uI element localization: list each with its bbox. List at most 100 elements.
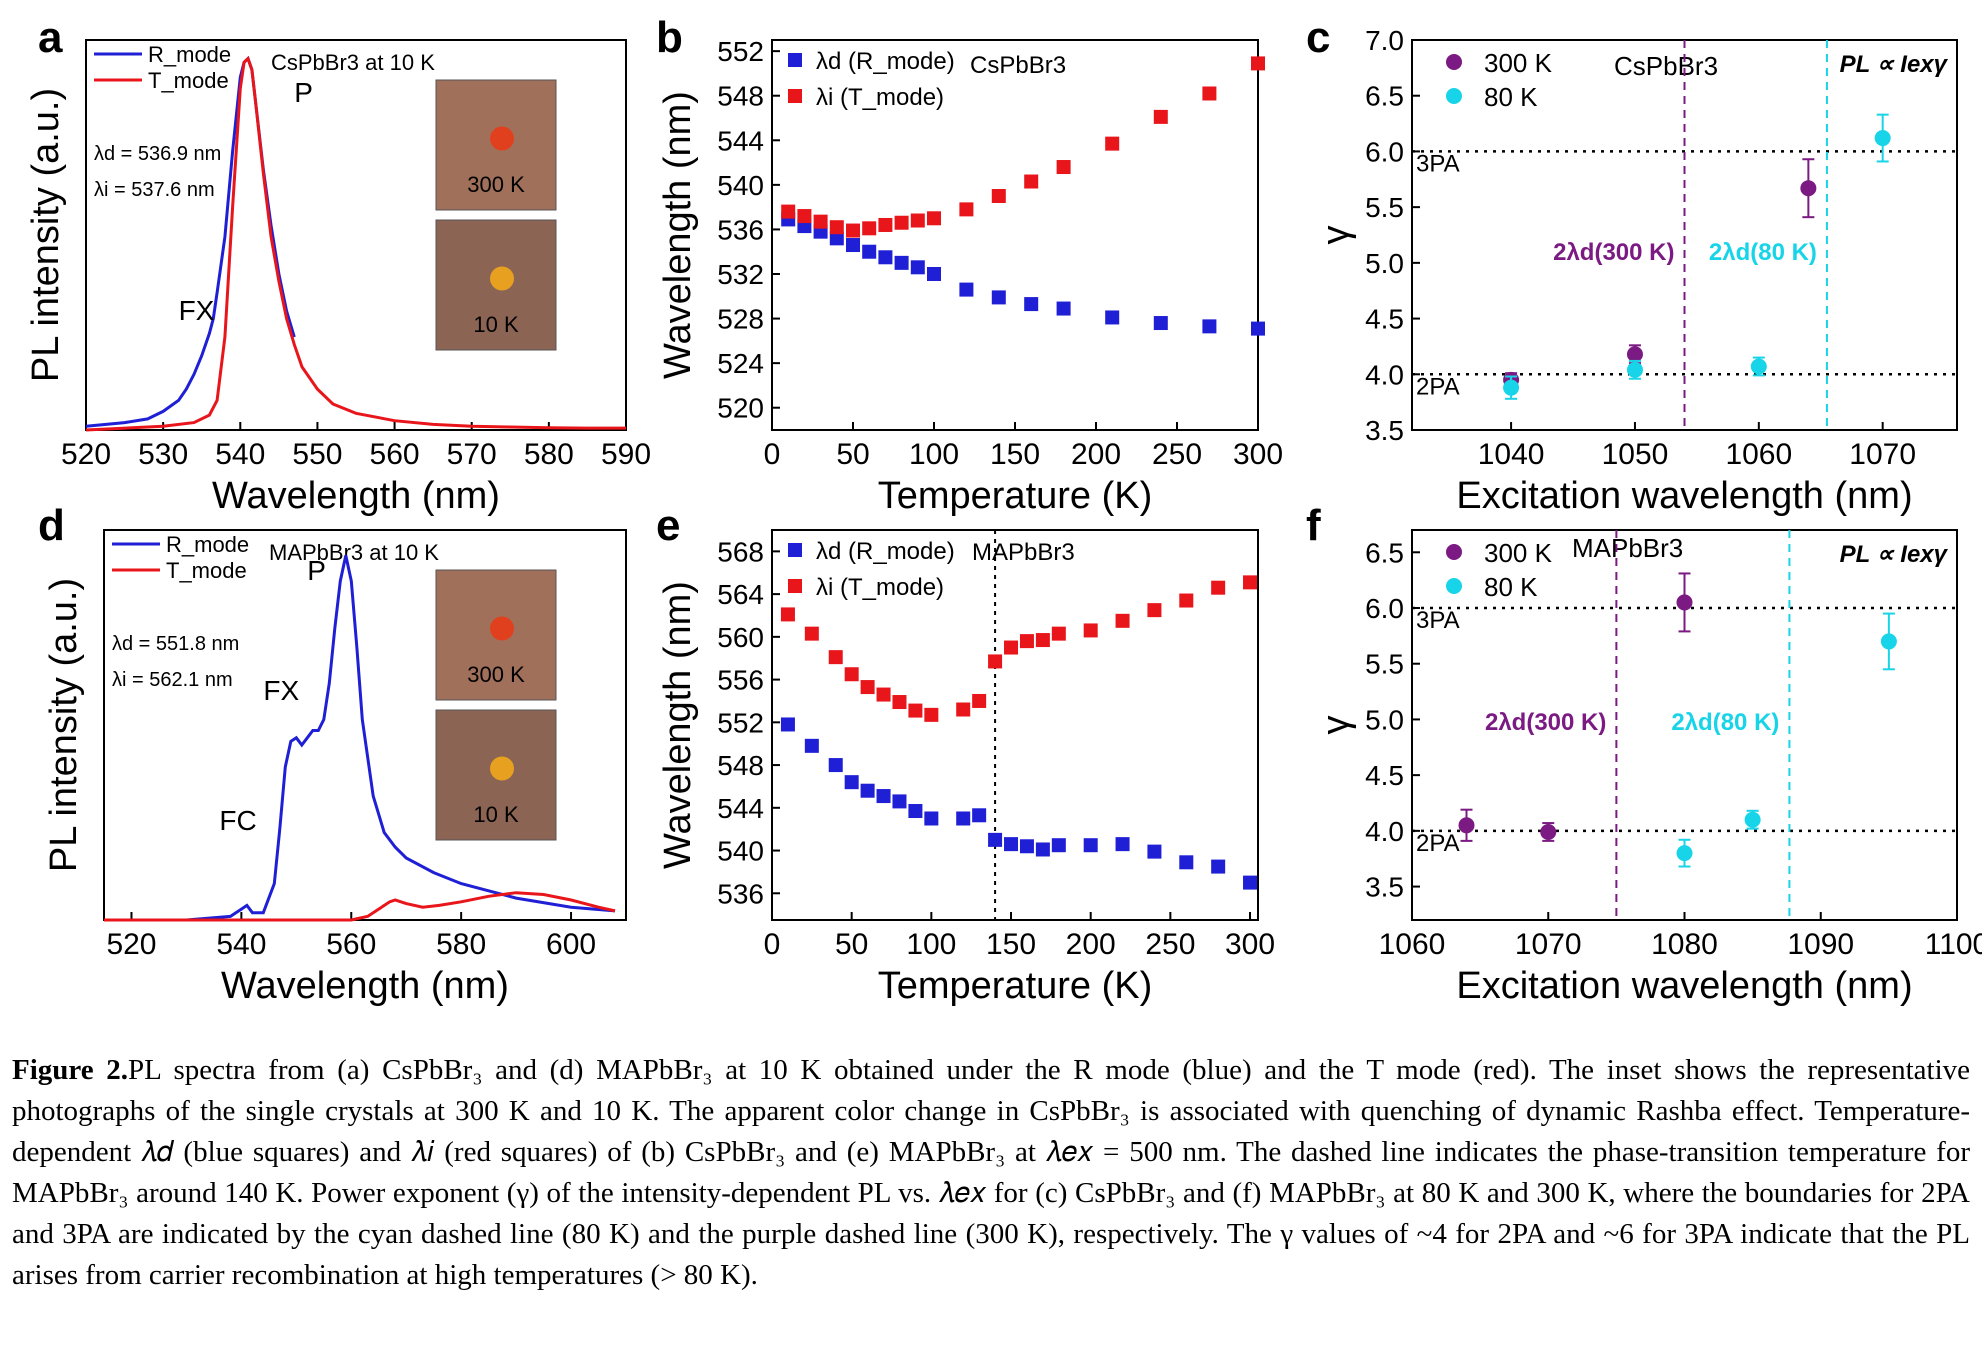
x-tick-label: 550	[292, 438, 342, 471]
y-tick-label: 3.5	[1365, 415, 1404, 446]
data-point	[959, 202, 974, 217]
y-tick-label: 568	[717, 536, 764, 567]
data-point	[972, 808, 987, 823]
data-point	[804, 626, 819, 641]
y-tick-label: 548	[717, 81, 764, 112]
x-tick-label: 1080	[1651, 928, 1718, 961]
legend-swatch	[788, 543, 802, 557]
panel-letter-a: a	[38, 13, 63, 62]
y-tick-label: 3.5	[1365, 872, 1404, 903]
data-point	[1019, 634, 1034, 649]
legend-label: 300 K	[1484, 48, 1553, 78]
panel-letter-b: b	[656, 13, 683, 62]
legend-label: T_mode	[148, 68, 229, 93]
plot-frame	[85, 39, 627, 431]
series-line-T_mode	[104, 891, 616, 922]
x-tick-label: 50	[835, 928, 868, 961]
data-point	[1800, 180, 1817, 197]
legend-label: R_mode	[166, 532, 249, 557]
x-axis-label: Temperature (K)	[878, 965, 1153, 1007]
hline-label: 2PA	[1416, 830, 1460, 857]
y-tick-label: 552	[717, 36, 764, 67]
x-tick-label: 250	[1152, 438, 1202, 471]
x-tick-label: 200	[1071, 438, 1121, 471]
data-point	[1105, 136, 1120, 151]
x-tick-label: 600	[546, 928, 596, 961]
data-point	[1147, 603, 1162, 618]
data-point	[927, 211, 941, 226]
x-tick-label: 520	[61, 438, 111, 471]
inset-label: 300 K	[467, 662, 525, 687]
panel-letter-c: c	[1306, 13, 1330, 62]
x-tick-label: 540	[215, 438, 265, 471]
chart-title: CsPbBr3	[1614, 51, 1718, 81]
x-tick-label: 1090	[1787, 928, 1854, 961]
vline-label: 2λd(300 K)	[1553, 239, 1674, 266]
x-tick-label: 1050	[1602, 438, 1669, 471]
data-point	[1024, 174, 1039, 189]
data-point	[829, 220, 844, 235]
caption-label: Figure 2.	[12, 1054, 129, 1086]
data-point	[846, 238, 860, 253]
x-tick-label: 100	[906, 928, 956, 961]
data-point	[862, 221, 877, 236]
chart-title: MAPbBr3 at 10 K	[269, 540, 439, 565]
legend-label: 300 K	[1484, 538, 1553, 568]
legend-label: λd (R_mode)	[816, 48, 955, 75]
data-point	[862, 244, 877, 259]
data-point	[844, 775, 859, 790]
data-point	[991, 290, 1006, 305]
chart-title: MAPbBr3	[972, 539, 1075, 566]
data-point	[1051, 626, 1066, 641]
data-point	[1744, 811, 1761, 828]
data-point	[797, 209, 812, 224]
legend-label: R_mode	[148, 42, 231, 67]
y-tick-label: 560	[717, 622, 764, 653]
inset-label: 10 K	[473, 312, 519, 337]
data-point	[1153, 109, 1168, 124]
x-tick-label: 1060	[1379, 928, 1446, 961]
data-point	[1019, 839, 1034, 854]
crystal	[490, 126, 514, 151]
panel-c: c 1040 1050 1060 1070 3.5 4.0 4.5 5.0 5.5 6.0 6.5 7.…	[1306, 13, 1958, 517]
data-point	[1115, 837, 1130, 852]
y-axis-label: PL intensity (a.u.)	[25, 88, 67, 382]
data-point	[1179, 855, 1194, 870]
panel-letter-d: d	[38, 501, 65, 550]
x-tick-label: 580	[436, 928, 486, 961]
x-axis-label: Wavelength (nm)	[221, 965, 509, 1007]
data-point	[1035, 633, 1050, 648]
legend-swatch	[788, 89, 802, 103]
hline-label: 3PA	[1416, 607, 1460, 634]
legend-label: 80 K	[1484, 82, 1538, 112]
data-point	[876, 789, 891, 804]
data-point	[846, 223, 860, 238]
data-point	[1251, 321, 1265, 336]
x-tick-label: 0	[764, 928, 781, 961]
data-point	[781, 204, 796, 219]
x-tick-label: 0	[764, 438, 781, 471]
y-axis-label: γ	[1315, 226, 1357, 245]
crystal	[490, 616, 514, 641]
y-tick-label: 5.0	[1365, 248, 1404, 279]
formula: PL ∝ Iexγ	[1840, 51, 1949, 78]
y-tick-label: 4.0	[1365, 359, 1404, 390]
data-point	[1626, 346, 1643, 363]
vline-label: 2λd(300 K)	[1485, 709, 1606, 736]
x-tick-label: 540	[216, 928, 266, 961]
hline-label: 3PA	[1416, 150, 1460, 177]
x-tick-label: 1040	[1478, 438, 1545, 471]
y-tick-label: 6.5	[1365, 537, 1404, 568]
chart-title: MAPbBr3	[1572, 533, 1683, 563]
data-point	[956, 811, 971, 826]
data-point	[892, 794, 907, 809]
data-point	[804, 738, 819, 753]
y-tick-label: 552	[717, 707, 764, 738]
x-tick-label: 50	[836, 438, 869, 471]
data-point	[1243, 875, 1258, 890]
y-tick-label: 6.5	[1365, 81, 1404, 112]
data-point	[1626, 361, 1643, 378]
x-tick-label: 300	[1225, 928, 1275, 961]
data-point	[1211, 580, 1226, 595]
data-point	[910, 260, 925, 275]
